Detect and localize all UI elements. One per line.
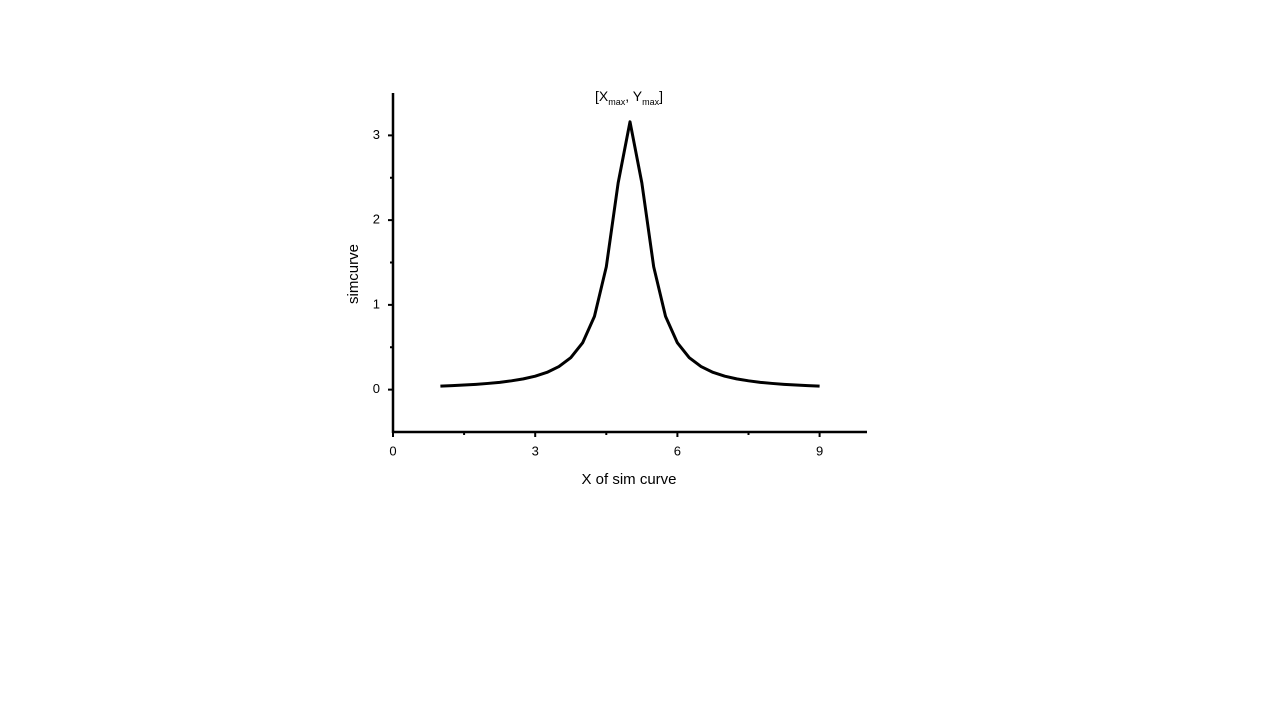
y-tick-label: 0 (373, 381, 380, 396)
y-tick-label: 2 (373, 212, 380, 227)
curve (440, 120, 820, 388)
annotation-part: ] (659, 88, 663, 104)
y-axis-label: simcurve (345, 244, 362, 304)
y-tick-label: 1 (373, 296, 380, 311)
peak-annotation: [Xmax, Ymax] (595, 88, 663, 108)
x-tick-label: 6 (674, 443, 681, 458)
x-tick-label: 3 (532, 443, 539, 458)
y-tick-label: 3 (373, 127, 380, 142)
annotation-part: [X (595, 88, 609, 104)
annotation-part: , Y (625, 88, 643, 104)
x-tick-label: 9 (816, 443, 823, 458)
annotation-subscript: max (642, 97, 660, 107)
annotation-subscript: max (608, 97, 626, 107)
x-tick-label: 0 (389, 443, 396, 458)
x-axis-label: X of sim curve (581, 471, 676, 488)
